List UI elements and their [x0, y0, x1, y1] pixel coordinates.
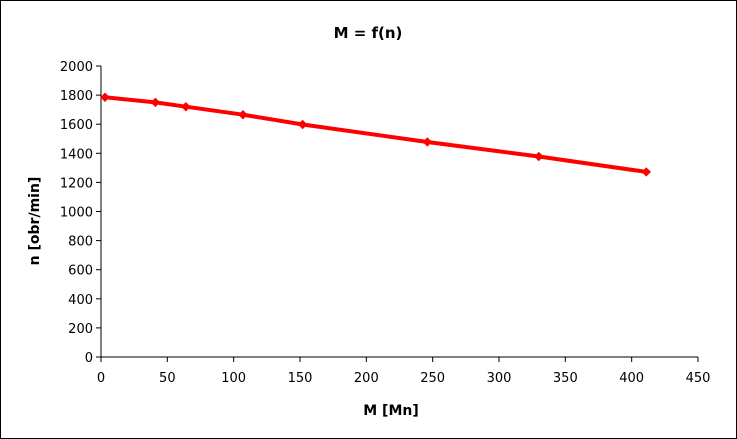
axes: [100, 66, 698, 358]
x-tick-label: 350: [553, 371, 578, 386]
x-tick-label: 250: [420, 371, 445, 386]
data-point-marker: [181, 102, 191, 112]
series-layer: [100, 92, 651, 177]
y-tick-label: 600: [68, 264, 93, 279]
data-point-marker: [297, 119, 308, 130]
x-tick-label: 300: [487, 371, 512, 386]
data-point-marker: [100, 92, 110, 102]
x-ticks: 0 50 100 150 200 250 300 350 400 450: [97, 357, 711, 386]
x-tick-label: 0: [97, 371, 105, 386]
x-tick-label: 200: [354, 371, 379, 386]
x-tick-label: 50: [159, 371, 176, 386]
data-point-marker: [641, 167, 651, 177]
y-tick-label: 1200: [60, 176, 93, 191]
data-point-marker: [238, 110, 248, 120]
y-ticks: 0 200 400 600 800 1000 1200 1400 1600 1800 2000: [60, 60, 101, 366]
y-axis-title: n [obr/min]: [27, 177, 43, 266]
x-tick-label: 450: [686, 371, 711, 386]
x-tick-label: 400: [619, 371, 644, 386]
x-axis-title: M [Mn]: [363, 403, 419, 419]
y-tick-label: 2000: [60, 60, 93, 75]
y-tick-label: 0: [85, 351, 93, 366]
series-line: [103, 95, 649, 174]
x-tick-label: 150: [288, 371, 313, 386]
y-tick-label: 400: [68, 293, 93, 308]
data-point-marker: [422, 137, 433, 147]
data-point-marker: [150, 97, 161, 108]
chart-title: M = f(n): [334, 24, 403, 42]
y-tick-label: 1800: [60, 89, 93, 104]
y-tick-label: 800: [68, 235, 93, 250]
y-tick-label: 200: [68, 322, 93, 337]
x-tick-label: 100: [221, 371, 246, 386]
y-tick-label: 1400: [60, 147, 93, 162]
y-tick-label: 1600: [60, 118, 93, 133]
y-tick-label: 1000: [60, 206, 93, 221]
data-point-marker: [534, 151, 544, 162]
